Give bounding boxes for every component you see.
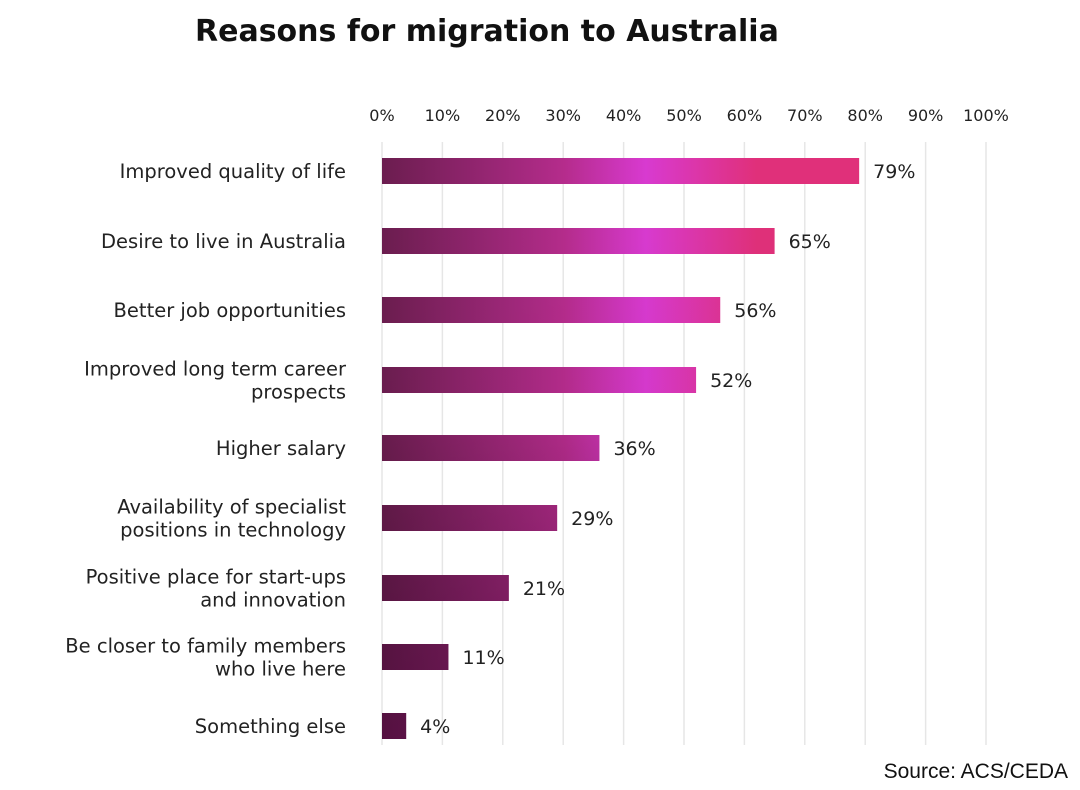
category-label: Availability of specialist xyxy=(117,496,346,519)
category-label: Better job opportunities xyxy=(114,299,346,322)
category-label: who live here xyxy=(215,658,346,681)
category-label: Higher salary xyxy=(216,437,346,460)
bar-shade xyxy=(382,297,721,323)
x-tick-label: 0% xyxy=(369,106,394,125)
category-label: Improved quality of life xyxy=(120,160,346,183)
x-tick-label: 10% xyxy=(425,106,461,125)
bar-shade xyxy=(382,575,509,601)
category-label: and innovation xyxy=(200,589,346,612)
value-label: 56% xyxy=(734,300,776,322)
value-label: 29% xyxy=(571,508,613,530)
value-label: 21% xyxy=(523,578,565,600)
bar-shade xyxy=(382,713,407,739)
category-label: Be closer to family members xyxy=(65,635,346,658)
chart-title: Reasons for migration to Australia xyxy=(195,14,779,49)
value-label: 36% xyxy=(613,438,655,460)
x-tick-label: 60% xyxy=(727,106,763,125)
x-tick-label: 50% xyxy=(666,106,702,125)
x-tick-label: 100% xyxy=(963,106,1009,125)
source-note: Source: ACS/CEDA xyxy=(884,760,1068,783)
bar-shade xyxy=(382,505,558,531)
x-tick-label: 70% xyxy=(787,106,823,125)
category-label: positions in technology xyxy=(120,519,346,542)
x-tick-label: 20% xyxy=(485,106,521,125)
category-label: Positive place for start-ups xyxy=(86,566,346,589)
category-label: Desire to live in Australia xyxy=(101,230,346,253)
value-label: 79% xyxy=(873,161,915,183)
value-labels: 79% 65% 56% 52% 36% 29% 21% 11% 4% xyxy=(420,161,915,738)
category-label: prospects xyxy=(251,381,346,404)
value-label: 52% xyxy=(710,370,752,392)
value-label: 65% xyxy=(789,231,831,253)
bar-shade xyxy=(382,644,449,670)
bar-shade xyxy=(382,367,697,393)
category-label: Something else xyxy=(195,715,346,738)
x-tick-label: 80% xyxy=(847,106,883,125)
category-labels: Improved quality of life Desire to live i… xyxy=(65,160,347,738)
bar-shade xyxy=(382,158,860,184)
x-tick-label: 30% xyxy=(545,106,581,125)
bars xyxy=(382,158,860,739)
x-axis-ticks: 0% 10% 20% 30% 40% 50% 60% 70% 80% 90% 100% xyxy=(369,106,1009,125)
x-tick-label: 40% xyxy=(606,106,642,125)
x-tick-label: 90% xyxy=(908,106,944,125)
bar-shade xyxy=(382,435,600,461)
value-label: 4% xyxy=(420,716,450,738)
value-label: 11% xyxy=(462,647,504,669)
bar-shade xyxy=(382,228,775,254)
category-label: Improved long term career xyxy=(84,358,347,381)
